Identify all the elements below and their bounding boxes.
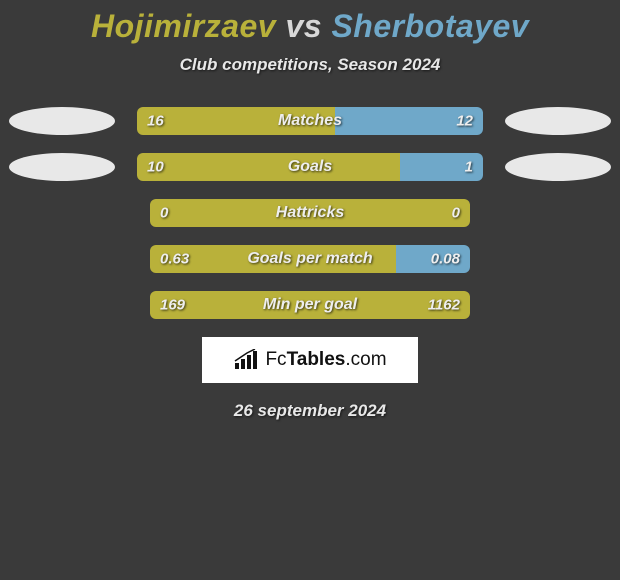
stat-value-player1: 0.63 <box>160 251 189 268</box>
subtitle: Club competitions, Season 2024 <box>0 55 620 75</box>
badge-placeholder <box>22 245 128 273</box>
stat-value-player2: 1162 <box>428 297 460 314</box>
stat-value-player1: 169 <box>160 297 185 314</box>
stat-label: Goals <box>288 158 332 176</box>
logo-fc: Fc <box>265 349 286 370</box>
comparison-card: Hojimirzaev vs Sherbotayev Club competit… <box>0 0 620 421</box>
player1-badge <box>9 107 115 135</box>
stat-label: Matches <box>278 112 342 130</box>
fctables-logo[interactable]: FcTables.com <box>202 337 418 383</box>
date-text: 26 september 2024 <box>0 401 620 421</box>
bar-chart-icon <box>233 349 259 371</box>
stat-label: Hattricks <box>276 204 344 222</box>
player2-badge <box>505 107 611 135</box>
logo-text: FcTables.com <box>265 349 386 371</box>
stat-value-player2: 1 <box>465 159 473 176</box>
stat-value-player2: 12 <box>456 113 473 130</box>
stat-bar: 10 1 Goals <box>137 153 483 181</box>
bar-segment-player1 <box>137 153 400 181</box>
stat-value-player1: 10 <box>147 159 164 176</box>
stat-row: 169 1162 Min per goal <box>0 291 620 319</box>
badge-placeholder <box>22 291 128 319</box>
stat-value-player1: 0 <box>160 205 168 222</box>
stat-value-player2: 0 <box>452 205 460 222</box>
stat-row: 0.63 0.08 Goals per match <box>0 245 620 273</box>
stat-label: Goals per match <box>247 250 372 268</box>
page-title: Hojimirzaev vs Sherbotayev <box>0 8 620 45</box>
badge-placeholder <box>492 245 598 273</box>
stat-row: 16 12 Matches <box>0 107 620 135</box>
stat-label: Min per goal <box>263 296 357 314</box>
stats-container: 16 12 Matches 10 1 Goals 0 0 Hattricks 0.63 0.08 Go… <box>0 107 620 319</box>
logo-com: .com <box>345 349 386 370</box>
stat-value-player2: 0.08 <box>431 251 460 268</box>
player1-badge <box>9 153 115 181</box>
logo-tables: Tables <box>287 349 346 370</box>
player2-name: Sherbotayev <box>331 8 529 44</box>
stat-row: 10 1 Goals <box>0 153 620 181</box>
stat-bar: 0 0 Hattricks <box>150 199 470 227</box>
badge-placeholder <box>492 199 598 227</box>
badge-placeholder <box>22 199 128 227</box>
stat-row: 0 0 Hattricks <box>0 199 620 227</box>
player2-badge <box>505 153 611 181</box>
title-vs: vs <box>285 8 322 44</box>
stat-bar: 0.63 0.08 Goals per match <box>150 245 470 273</box>
stat-value-player1: 16 <box>147 113 164 130</box>
stat-bar: 16 12 Matches <box>137 107 483 135</box>
stat-bar: 169 1162 Min per goal <box>150 291 470 319</box>
player1-name: Hojimirzaev <box>91 8 276 44</box>
badge-placeholder <box>492 291 598 319</box>
